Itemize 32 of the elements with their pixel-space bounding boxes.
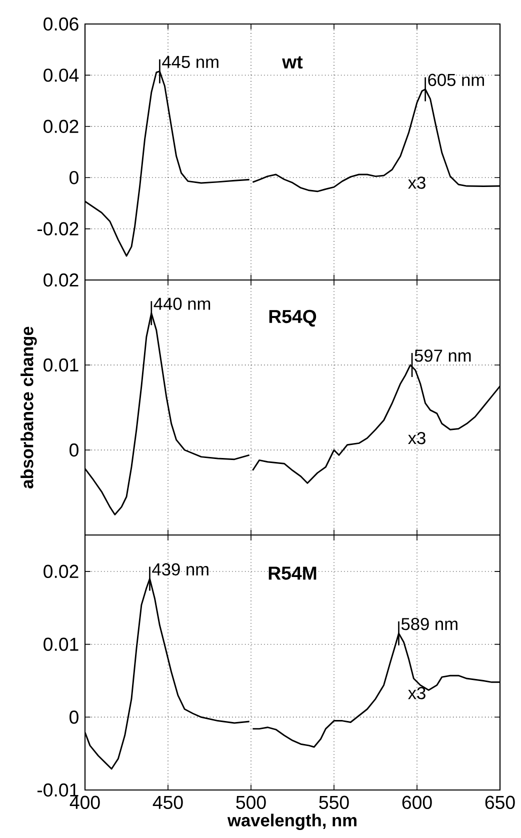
y-tick-label: 0.02 [44, 120, 78, 134]
y-tick-label: 0 [70, 710, 78, 724]
y-tick-label: 0.06 [44, 17, 78, 31]
x-tick-label: 550 [319, 796, 349, 810]
y-tick-label: 0.02 [44, 273, 78, 287]
x-tick-label: 600 [402, 796, 432, 810]
annotation: 589 nm [401, 618, 458, 630]
annotation: 605 nm [428, 74, 484, 86]
annotation: 445 nm [162, 56, 218, 68]
annotation: 440 nm [154, 298, 210, 310]
annotation: x3 [408, 686, 426, 700]
annotation: x3 [408, 176, 426, 189]
annotation: 439 nm [152, 563, 208, 576]
y-tick-label: 0 [70, 170, 78, 184]
x-tick-label: 500 [236, 796, 266, 810]
x-axis-title: wavelength, nm [227, 814, 356, 830]
x-tick-label: 450 [152, 796, 183, 810]
y-tick-label: 0.01 [44, 638, 78, 651]
annotation: 597 nm [414, 350, 471, 362]
x-tick-label: 650 [485, 796, 515, 810]
y-tick-label: 0.04 [44, 68, 79, 82]
y-axis-title: absorbance change [20, 326, 37, 488]
x-tick-label: 400 [70, 796, 100, 810]
y-tick-label: 0.01 [44, 358, 78, 372]
text: wt [282, 56, 303, 69]
annotation: x3 [408, 432, 426, 444]
text: R54M [268, 566, 316, 580]
y-tick-label: -0.01 [37, 783, 78, 797]
y-tick-label: 0.02 [44, 564, 78, 578]
text: R54Q [269, 310, 316, 327]
y-tick-label: -0.02 [37, 222, 78, 236]
y-tick-label: 0 [70, 443, 78, 457]
